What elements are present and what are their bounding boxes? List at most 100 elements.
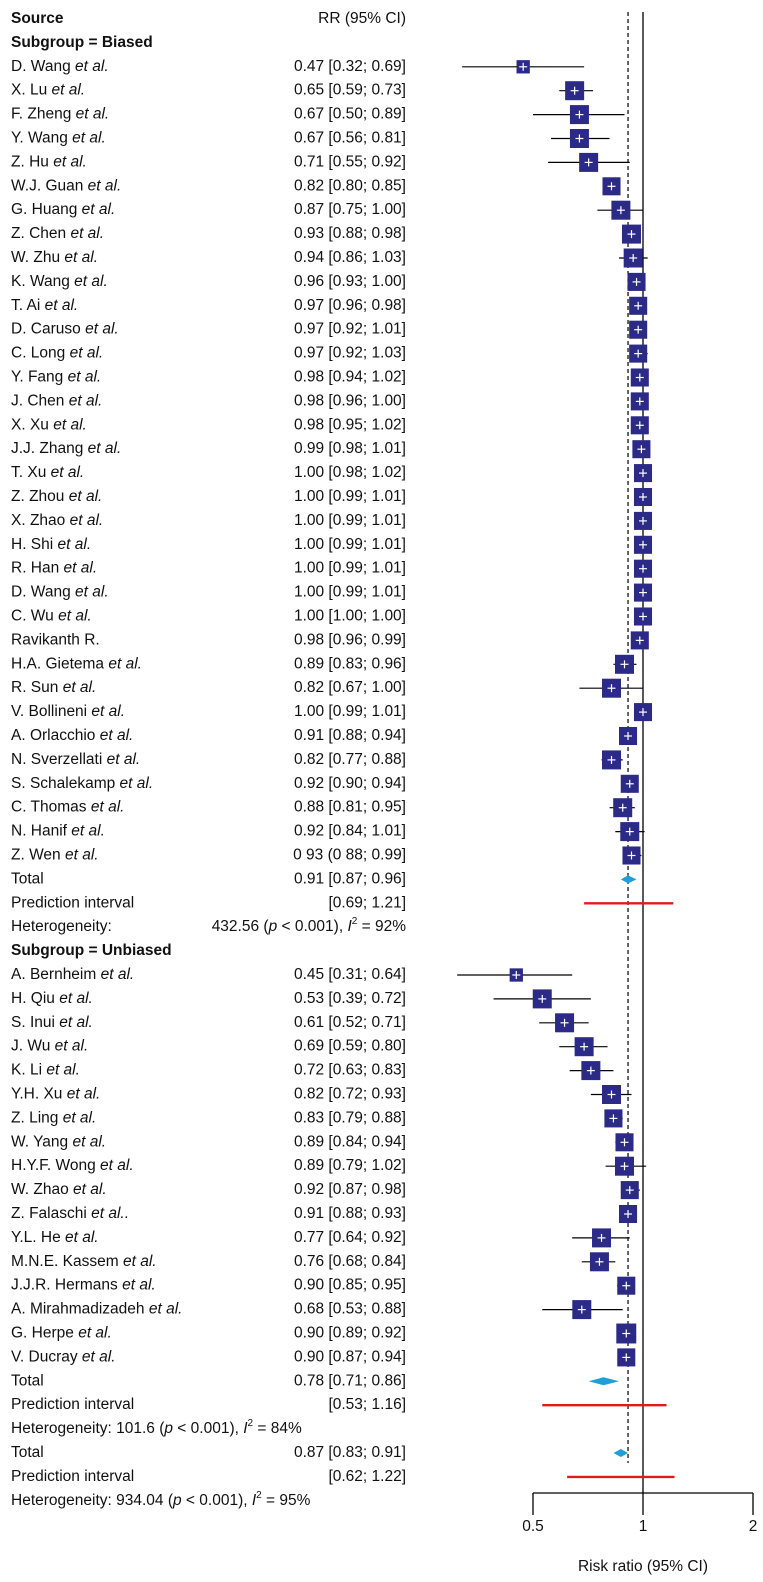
study-name: X. Xu et al.	[11, 416, 87, 433]
study-name: Y.H. Xu et al.	[11, 1086, 100, 1103]
study-name: W.J. Guan et al.	[11, 177, 121, 194]
total-label: Total	[11, 870, 44, 887]
x-tick-label: 0.5	[522, 1518, 544, 1535]
study-name: T. Xu et al.	[11, 464, 84, 481]
study-name: Z. Zhou et al.	[11, 488, 102, 505]
pooled-diamond	[613, 1449, 629, 1457]
study-ci-text: 0.97 [0.92; 1.01]	[294, 321, 406, 338]
study-ci-text: 0.89 [0.79; 1.02]	[294, 1157, 406, 1174]
heterogeneity-stat: 432.56 (p < 0.001), I2 = 92%	[212, 916, 407, 935]
study-name: G. Huang et al.	[11, 201, 115, 218]
study-ci-text: 0.45 [0.31; 0.64]	[294, 966, 406, 983]
study-ci-text: 0.96 [0.93; 1.00]	[294, 273, 406, 290]
prediction-ci-text: [0.69; 1.21]	[328, 894, 406, 911]
study-name: W. Zhao et al.	[11, 1181, 107, 1198]
study-name: R. Han et al.	[11, 560, 97, 577]
study-name: W. Zhu et al.	[11, 249, 98, 266]
study-ci-text: 0.92 [0.90; 0.94]	[294, 775, 406, 792]
study-ci-text: 1.00 [1.00; 1.00]	[294, 608, 406, 625]
study-name: J.J.R. Hermans et al.	[11, 1277, 156, 1294]
column-header-source: Source	[11, 10, 64, 27]
study-ci-text: 1.00 [0.99; 1.01]	[294, 536, 406, 553]
study-name: G. Herpe et al.	[11, 1325, 112, 1342]
study-ci-text: 0.53 [0.39; 0.72]	[294, 990, 406, 1007]
subgroup-heading: Subgroup = Biased	[11, 34, 153, 51]
study-name: Y. Wang et al.	[11, 130, 106, 147]
study-name: K. Li et al.	[11, 1062, 80, 1079]
study-ci-text: 0.67 [0.56; 0.81]	[294, 130, 406, 147]
study-ci-text: 0.89 [0.84; 0.94]	[294, 1133, 406, 1150]
study-name: V. Bollineni et al.	[11, 703, 125, 720]
study-ci-text: 0.90 [0.89; 0.92]	[294, 1325, 406, 1342]
study-name: C. Long et al.	[11, 345, 103, 362]
total-ci-text: 0.91 [0.87; 0.96]	[294, 870, 406, 887]
study-ci-text: 0.77 [0.64; 0.92]	[294, 1229, 406, 1246]
study-ci-text: 1.00 [0.98; 1.02]	[294, 464, 406, 481]
pooled-diamond	[588, 1377, 620, 1386]
study-name: Y.L. He et al.	[11, 1229, 99, 1246]
study-ci-text: 0.91 [0.88; 0.93]	[294, 1205, 406, 1222]
prediction-ci-text: [0.53; 1.16]	[328, 1396, 406, 1413]
study-name: R. Sun et al.	[11, 679, 96, 696]
study-name: J.J. Zhang et al.	[11, 440, 121, 457]
study-name: K. Wang et al.	[11, 273, 108, 290]
study-ci-text: 0.67 [0.50; 0.89]	[294, 106, 406, 123]
study-name: Y. Fang et al.	[11, 369, 101, 386]
heterogeneity-label: Heterogeneity:	[11, 918, 112, 935]
study-ci-text: 0.89 [0.83; 0.96]	[294, 655, 406, 672]
study-name: W. Yang et al.	[11, 1133, 106, 1150]
study-ci-text: 0.68 [0.53; 0.88]	[294, 1301, 406, 1318]
study-name: D. Caruso et al.	[11, 321, 119, 338]
study-name: C. Thomas et al.	[11, 799, 124, 816]
study-ci-text: 0.47 [0.32; 0.69]	[294, 58, 406, 75]
study-ci-text: 1.00 [0.99; 1.01]	[294, 584, 406, 601]
heterogeneity-stat: Heterogeneity: 934.04 (p < 0.001), I2 = …	[11, 1489, 311, 1508]
x-tick-label: 2	[749, 1518, 758, 1535]
study-name: J. Chen et al.	[11, 392, 102, 409]
study-name: X. Lu et al.	[11, 82, 85, 99]
total-label: Total	[11, 1444, 44, 1461]
subgroup-heading: Subgroup = Unbiased	[11, 942, 172, 959]
study-ci-text: 0.87 [0.75; 1.00]	[294, 201, 406, 218]
x-tick-label: 1	[639, 1518, 648, 1535]
study-ci-text: 0.72 [0.63; 0.83]	[294, 1062, 406, 1079]
prediction-label: Prediction interval	[11, 1396, 134, 1413]
study-ci-text: 0.92 [0.87; 0.98]	[294, 1181, 406, 1198]
study-ci-text: 0.82 [0.77; 0.88]	[294, 751, 406, 768]
study-name: A. Bernheim et al.	[11, 966, 134, 983]
heterogeneity-stat: Heterogeneity: 101.6 (p < 0.001), I2 = 8…	[11, 1418, 302, 1437]
prediction-ci-text: [0.62; 1.22]	[328, 1468, 406, 1485]
study-ci-text: 1.00 [0.99; 1.01]	[294, 560, 406, 577]
study-name: H. Shi et al.	[11, 536, 91, 553]
study-name: Z. Chen et al.	[11, 225, 104, 242]
study-name: A. Orlacchio et al.	[11, 727, 133, 744]
study-ci-text: 0.76 [0.68; 0.84]	[294, 1253, 406, 1270]
study-name: D. Wang et al.	[11, 584, 109, 601]
prediction-label: Prediction interval	[11, 894, 134, 911]
study-ci-text: 0.97 [0.92; 1.03]	[294, 345, 406, 362]
study-ci-text: 1.00 [0.99; 1.01]	[294, 703, 406, 720]
study-ci-text: 0.82 [0.67; 1.00]	[294, 679, 406, 696]
study-ci-text: 1.00 [0.99; 1.01]	[294, 512, 406, 529]
x-axis-label: Risk ratio (95% CI)	[578, 1558, 708, 1575]
study-ci-text: 0.82 [0.80; 0.85]	[294, 177, 406, 194]
study-ci-text: 0.97 [0.96; 0.98]	[294, 297, 406, 314]
study-name: N. Sverzellati et al.	[11, 751, 140, 768]
prediction-label: Prediction interval	[11, 1468, 134, 1485]
study-ci-text: 0.94 [0.86; 1.03]	[294, 249, 406, 266]
study-name: J. Wu et al.	[11, 1038, 88, 1055]
study-ci-text: 0.88 [0.81; 0.95]	[294, 799, 406, 816]
study-name: Z. Hu et al.	[11, 153, 87, 170]
study-name: M.N.E. Kassem et al.	[11, 1253, 157, 1270]
study-ci-text: 0.82 [0.72; 0.93]	[294, 1086, 406, 1103]
study-ci-text: 1.00 [0.99; 1.01]	[294, 488, 406, 505]
study-name: C. Wu et al.	[11, 608, 92, 625]
study-ci-text: 0.98 [0.94; 1.02]	[294, 369, 406, 386]
study-ci-text: 0.92 [0.84; 1.01]	[294, 823, 406, 840]
study-ci-text: 0.65 [0.59; 0.73]	[294, 82, 406, 99]
study-ci-text: 0.71 [0.55; 0.92]	[294, 153, 406, 170]
study-name: Z. Falaschi et al..	[11, 1205, 129, 1222]
column-header-effect: RR (95% CI)	[318, 10, 406, 27]
study-name: H.A. Gietema et al.	[11, 655, 142, 672]
total-ci-text: 0.87 [0.83; 0.91]	[294, 1444, 406, 1461]
